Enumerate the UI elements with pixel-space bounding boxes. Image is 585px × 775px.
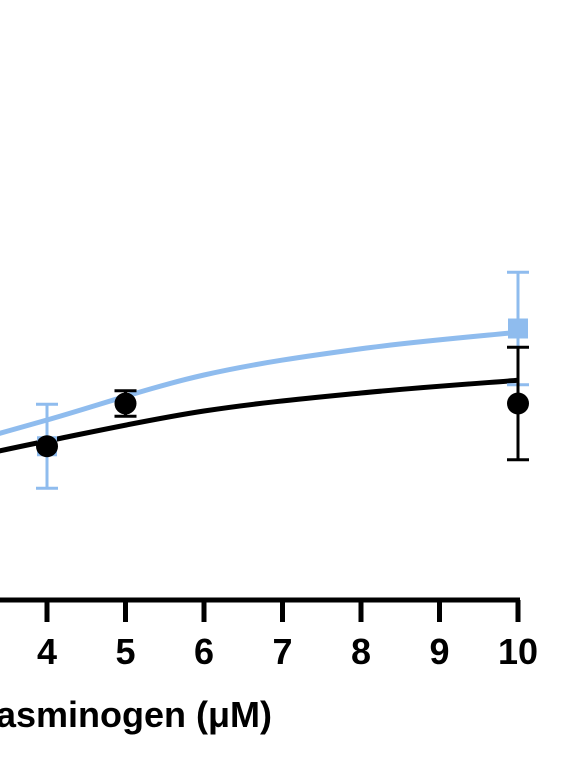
x-tick-label-8: 8 [351, 631, 371, 672]
x-tick-label-7: 7 [272, 631, 292, 672]
fit-curve-series-0 [0, 377, 519, 454]
x-tick-label-10: 10 [498, 631, 538, 672]
x-tick-label-6: 6 [194, 631, 214, 672]
x-tick-label-5: 5 [115, 631, 135, 672]
point-series-1-x-10 [508, 318, 528, 339]
fit-curve-series-1 [0, 329, 519, 436]
x-tick-label-4: 4 [37, 631, 57, 672]
point-series-0-x-10 [507, 392, 529, 415]
point-series-0-x-4 [36, 435, 58, 458]
point-series-0-x-5 [114, 392, 137, 415]
x-tick-label-9: 9 [429, 631, 449, 672]
x-axis-title: asminogen (μM) [0, 694, 272, 735]
